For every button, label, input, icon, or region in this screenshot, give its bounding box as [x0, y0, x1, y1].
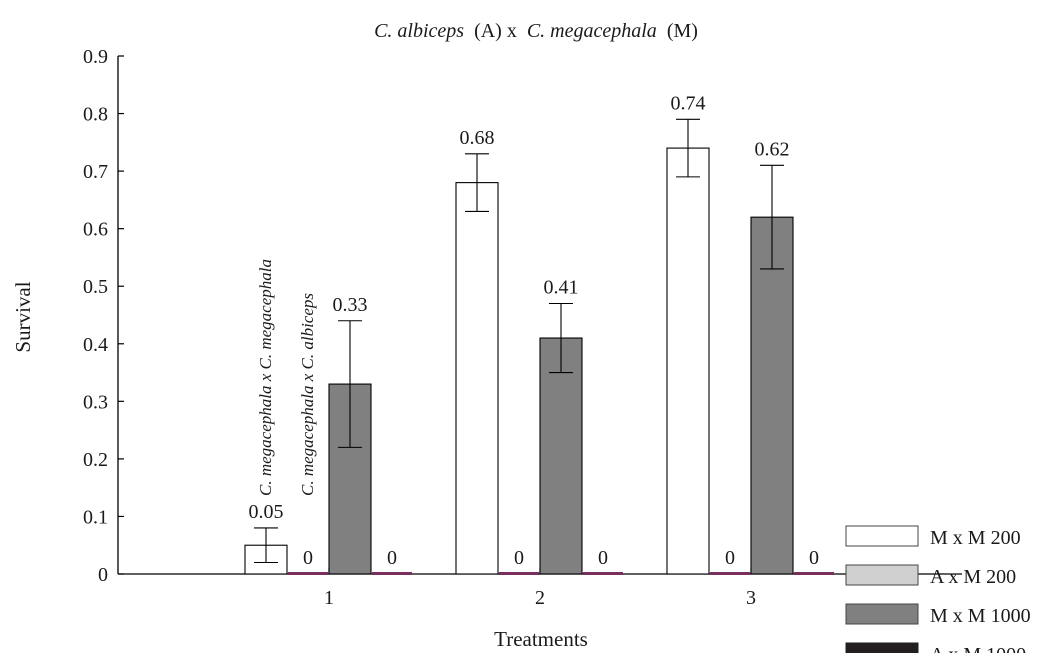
legend-label: A x M 200	[930, 566, 1016, 588]
group-annotation: C. megacephala x C. megacephala	[256, 259, 275, 496]
data-label: 0.68	[460, 127, 495, 149]
data-label: 0	[387, 547, 397, 569]
bar	[499, 572, 539, 575]
y-tick-label: 0.4	[83, 334, 108, 356]
bar	[666, 147, 710, 575]
data-label: 0.62	[755, 138, 790, 160]
legend-label: M x M 200	[930, 527, 1021, 549]
legend-swatch	[845, 642, 919, 653]
data-label: 0	[303, 547, 313, 569]
data-label: 0.33	[333, 294, 368, 316]
bar	[750, 216, 794, 575]
y-tick-label: 0.8	[83, 104, 108, 126]
chart-title: C. albiceps (A) x C. megacephala (M)	[374, 20, 698, 42]
bar	[288, 572, 328, 575]
y-tick-label: 0.6	[83, 219, 108, 241]
data-label: 0	[598, 547, 608, 569]
y-tick-label: 0.1	[83, 506, 108, 528]
legend-label: A x M 1000	[930, 644, 1026, 653]
legend-swatch	[845, 564, 919, 586]
y-tick-label: 0.7	[83, 161, 108, 183]
legend-swatch	[845, 525, 919, 547]
group-annotation: C. megacephala x C. albiceps	[298, 293, 317, 496]
legend-label: M x M 1000	[930, 605, 1031, 627]
bar	[710, 572, 750, 575]
x-tick-label: 3	[746, 587, 756, 609]
plot-area: 00.10.20.30.40.50.60.70.80.910.0500.3302…	[83, 46, 962, 609]
legend: M x M 200 A x M 200 M x M 1000 A x M 1000	[845, 525, 1031, 653]
bar	[539, 337, 583, 575]
bar	[794, 572, 834, 575]
y-tick-label: 0.3	[83, 391, 108, 413]
y-tick-label: 0.9	[83, 46, 108, 68]
data-label: 0.05	[249, 501, 284, 523]
y-tick-label: 0.5	[83, 276, 108, 298]
data-label: 0.41	[544, 276, 579, 298]
x-axis-title: Treatments	[494, 627, 588, 651]
bar	[455, 182, 499, 575]
bar	[372, 572, 412, 575]
y-tick-label: 0.2	[83, 449, 108, 471]
data-label: 0.74	[671, 92, 706, 114]
x-tick-label: 2	[535, 587, 545, 609]
data-label: 0	[725, 547, 735, 569]
bar	[583, 572, 623, 575]
y-tick-label: 0	[98, 564, 108, 586]
x-tick-label: 1	[324, 587, 334, 609]
data-label: 0	[809, 547, 819, 569]
legend-swatch	[845, 603, 919, 625]
y-axis-title: Survival	[11, 281, 35, 352]
data-label: 0	[514, 547, 524, 569]
